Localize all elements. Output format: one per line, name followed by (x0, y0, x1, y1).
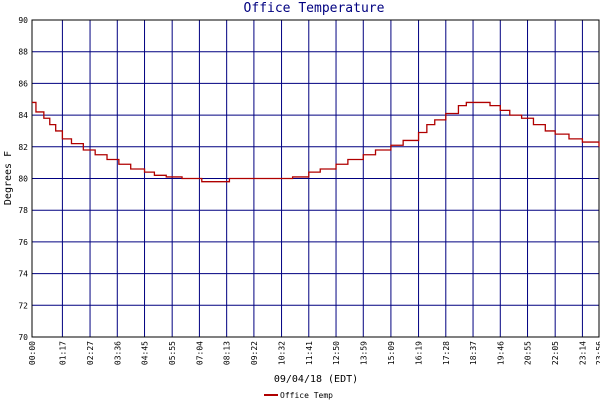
x-tick-label: 23:14 (578, 341, 587, 365)
x-tick-label: 20:55 (524, 341, 533, 365)
chart-title: Office Temperature (244, 1, 385, 16)
x-tick-label: 16:19 (415, 341, 424, 365)
x-tick-label: 03:36 (113, 341, 122, 365)
x-tick-label: 10:32 (278, 341, 287, 365)
x-tick-label: 11:41 (305, 341, 314, 365)
x-tick-label: 01:17 (58, 341, 67, 365)
y-tick-label: 88 (18, 48, 28, 57)
y-tick-label: 86 (18, 79, 28, 88)
x-tick-label: 12:50 (332, 341, 341, 365)
x-tick-label: 02:27 (86, 341, 95, 365)
x-axis-title: 09/04/18 (EDT) (274, 374, 358, 385)
y-tick-label: 76 (18, 238, 28, 247)
y-axis-title: Degrees F (3, 151, 14, 205)
y-tick-label: 80 (18, 175, 28, 184)
x-tick-label: 23:56 (595, 341, 600, 365)
legend-label: Office Temp (280, 391, 333, 400)
y-tick-label: 90 (18, 16, 28, 25)
x-tick-label: 18:37 (469, 341, 478, 365)
y-tick-label: 70 (18, 333, 28, 342)
y-tick-label: 72 (18, 301, 28, 310)
x-tick-label: 00:00 (28, 341, 37, 365)
y-tick-label: 74 (18, 270, 28, 279)
x-tick-label: 13:59 (359, 341, 368, 365)
plot-border (31, 19, 600, 338)
x-tick-label: 05:55 (168, 341, 177, 365)
x-tick-label: 15:09 (387, 341, 396, 365)
x-tick-label: 09:22 (250, 341, 259, 365)
y-tick-label: 84 (18, 111, 28, 120)
y-tick-label: 78 (18, 206, 28, 215)
y-tick-label: 82 (18, 143, 28, 152)
x-tick-label: 04:45 (141, 341, 150, 365)
x-tick-label: 08:13 (223, 341, 232, 365)
data-line (32, 101, 600, 183)
x-tick-label: 07:04 (195, 341, 204, 365)
x-tick-label: 17:28 (442, 341, 451, 365)
x-tick-label: 22:05 (551, 341, 560, 365)
x-tick-label: 19:46 (496, 341, 505, 365)
